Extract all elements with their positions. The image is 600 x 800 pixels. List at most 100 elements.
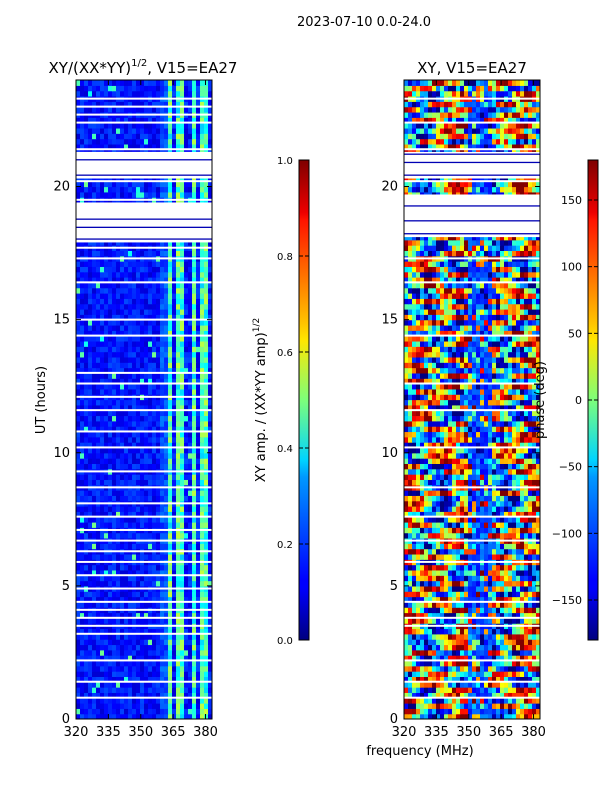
heatmap-cell [160, 378, 165, 385]
heatmap-cell [76, 319, 81, 326]
heatmap-cell [476, 591, 481, 598]
heatmap-cell [204, 250, 209, 257]
heatmap-cell [76, 676, 81, 683]
heatmap-cell [96, 580, 101, 587]
heatmap-cell [160, 713, 165, 719]
heatmap-cell [432, 708, 437, 715]
heatmap-cell [200, 516, 205, 523]
heatmap-cell [148, 697, 153, 704]
right-panel-title: XY, V15=EA27 [417, 59, 527, 77]
heatmap-cell [92, 271, 97, 278]
heatmap-cell [112, 687, 117, 693]
heatmap-cell [144, 191, 149, 198]
heatmap-cell [136, 122, 141, 129]
heatmap-cell [444, 687, 449, 693]
heatmap-cell [176, 516, 181, 523]
heatmap-cell [440, 639, 445, 646]
heatmap-cell [208, 601, 212, 608]
heatmap-cell [164, 261, 169, 267]
heatmap-cell [152, 601, 157, 608]
heatmap-cell [88, 532, 93, 539]
heatmap-cell [92, 692, 97, 699]
heatmap-cell [104, 90, 109, 97]
heatmap-cell [200, 261, 205, 267]
heatmap-cell [100, 356, 105, 363]
heatmap-cell [196, 506, 201, 512]
heatmap-cell [144, 117, 149, 124]
heatmap-cell [140, 410, 145, 417]
heatmap-cell [80, 665, 85, 672]
heatmap-cell [132, 266, 137, 273]
heatmap-cell [172, 138, 177, 145]
heatmap-cell [80, 117, 85, 124]
heatmap-cell [80, 569, 85, 576]
heatmap-cell [184, 378, 189, 385]
heatmap-cell [112, 122, 117, 129]
heatmap-cell [172, 463, 177, 470]
heatmap-cell [172, 415, 177, 422]
heatmap-cell [100, 80, 105, 86]
heatmap-cell [520, 617, 525, 624]
heatmap-cell [472, 644, 477, 651]
heatmap-cell [156, 383, 161, 390]
heatmap-cell [144, 127, 149, 134]
heatmap-cell [84, 687, 89, 693]
heatmap-cell [500, 596, 505, 603]
heatmap-cell [200, 442, 205, 449]
heatmap-cell [532, 681, 537, 688]
heatmap-cell [180, 591, 185, 598]
heatmap-cell [152, 687, 157, 693]
heatmap-cell [140, 463, 145, 470]
heatmap-cell [440, 681, 445, 688]
heatmap-cell [512, 655, 517, 662]
heatmap-cell [116, 367, 121, 374]
heatmap-cell [172, 287, 177, 294]
heatmap-cell [80, 660, 85, 667]
heatmap-cell [104, 516, 109, 523]
heatmap-cell [416, 703, 421, 709]
heatmap-cell [76, 106, 81, 113]
heatmap-cell [116, 612, 121, 619]
heatmap-cell [168, 569, 173, 576]
heatmap-cell [504, 665, 509, 672]
heatmap-cell [436, 676, 441, 683]
heatmap-cell [476, 660, 481, 667]
heatmap-cell [152, 271, 157, 278]
heatmap-cell [116, 692, 121, 699]
heatmap-cell [192, 117, 197, 124]
heatmap-cell [128, 346, 133, 353]
heatmap-cell [140, 117, 145, 124]
heatmap-cell [152, 186, 157, 193]
heatmap-cell [136, 591, 141, 598]
heatmap-cell [100, 404, 105, 411]
heatmap-cell [80, 271, 85, 278]
heatmap-cell [80, 399, 85, 406]
heatmap-cell [112, 314, 117, 321]
heatmap-cell [96, 261, 101, 267]
heatmap-cell [180, 362, 185, 369]
heatmap-cell [460, 633, 465, 640]
heatmap-cell [208, 692, 212, 699]
heatmap-cell [104, 388, 109, 395]
heatmap-cell [80, 708, 85, 715]
heatmap-cell [172, 90, 177, 97]
heatmap-cell [164, 367, 169, 374]
heatmap-cell [452, 676, 457, 683]
heatmap-cell [140, 601, 145, 608]
heatmap-cell [100, 287, 105, 294]
heatmap-cell [508, 708, 513, 715]
heatmap-cell [424, 665, 429, 672]
heatmap-cell [144, 644, 149, 651]
heatmap-cell [464, 703, 469, 709]
heatmap-cell [464, 596, 469, 603]
heatmap-cell [488, 687, 493, 693]
heatmap-cell [452, 665, 457, 672]
heatmap-cell [192, 474, 197, 480]
heatmap-cell [156, 298, 161, 305]
heatmap-cell [168, 266, 173, 273]
heatmap-cell [136, 639, 141, 646]
heatmap-cell [120, 186, 125, 193]
heatmap-cell [208, 681, 212, 688]
heatmap-cell [524, 665, 529, 672]
heatmap-cell [520, 591, 525, 598]
